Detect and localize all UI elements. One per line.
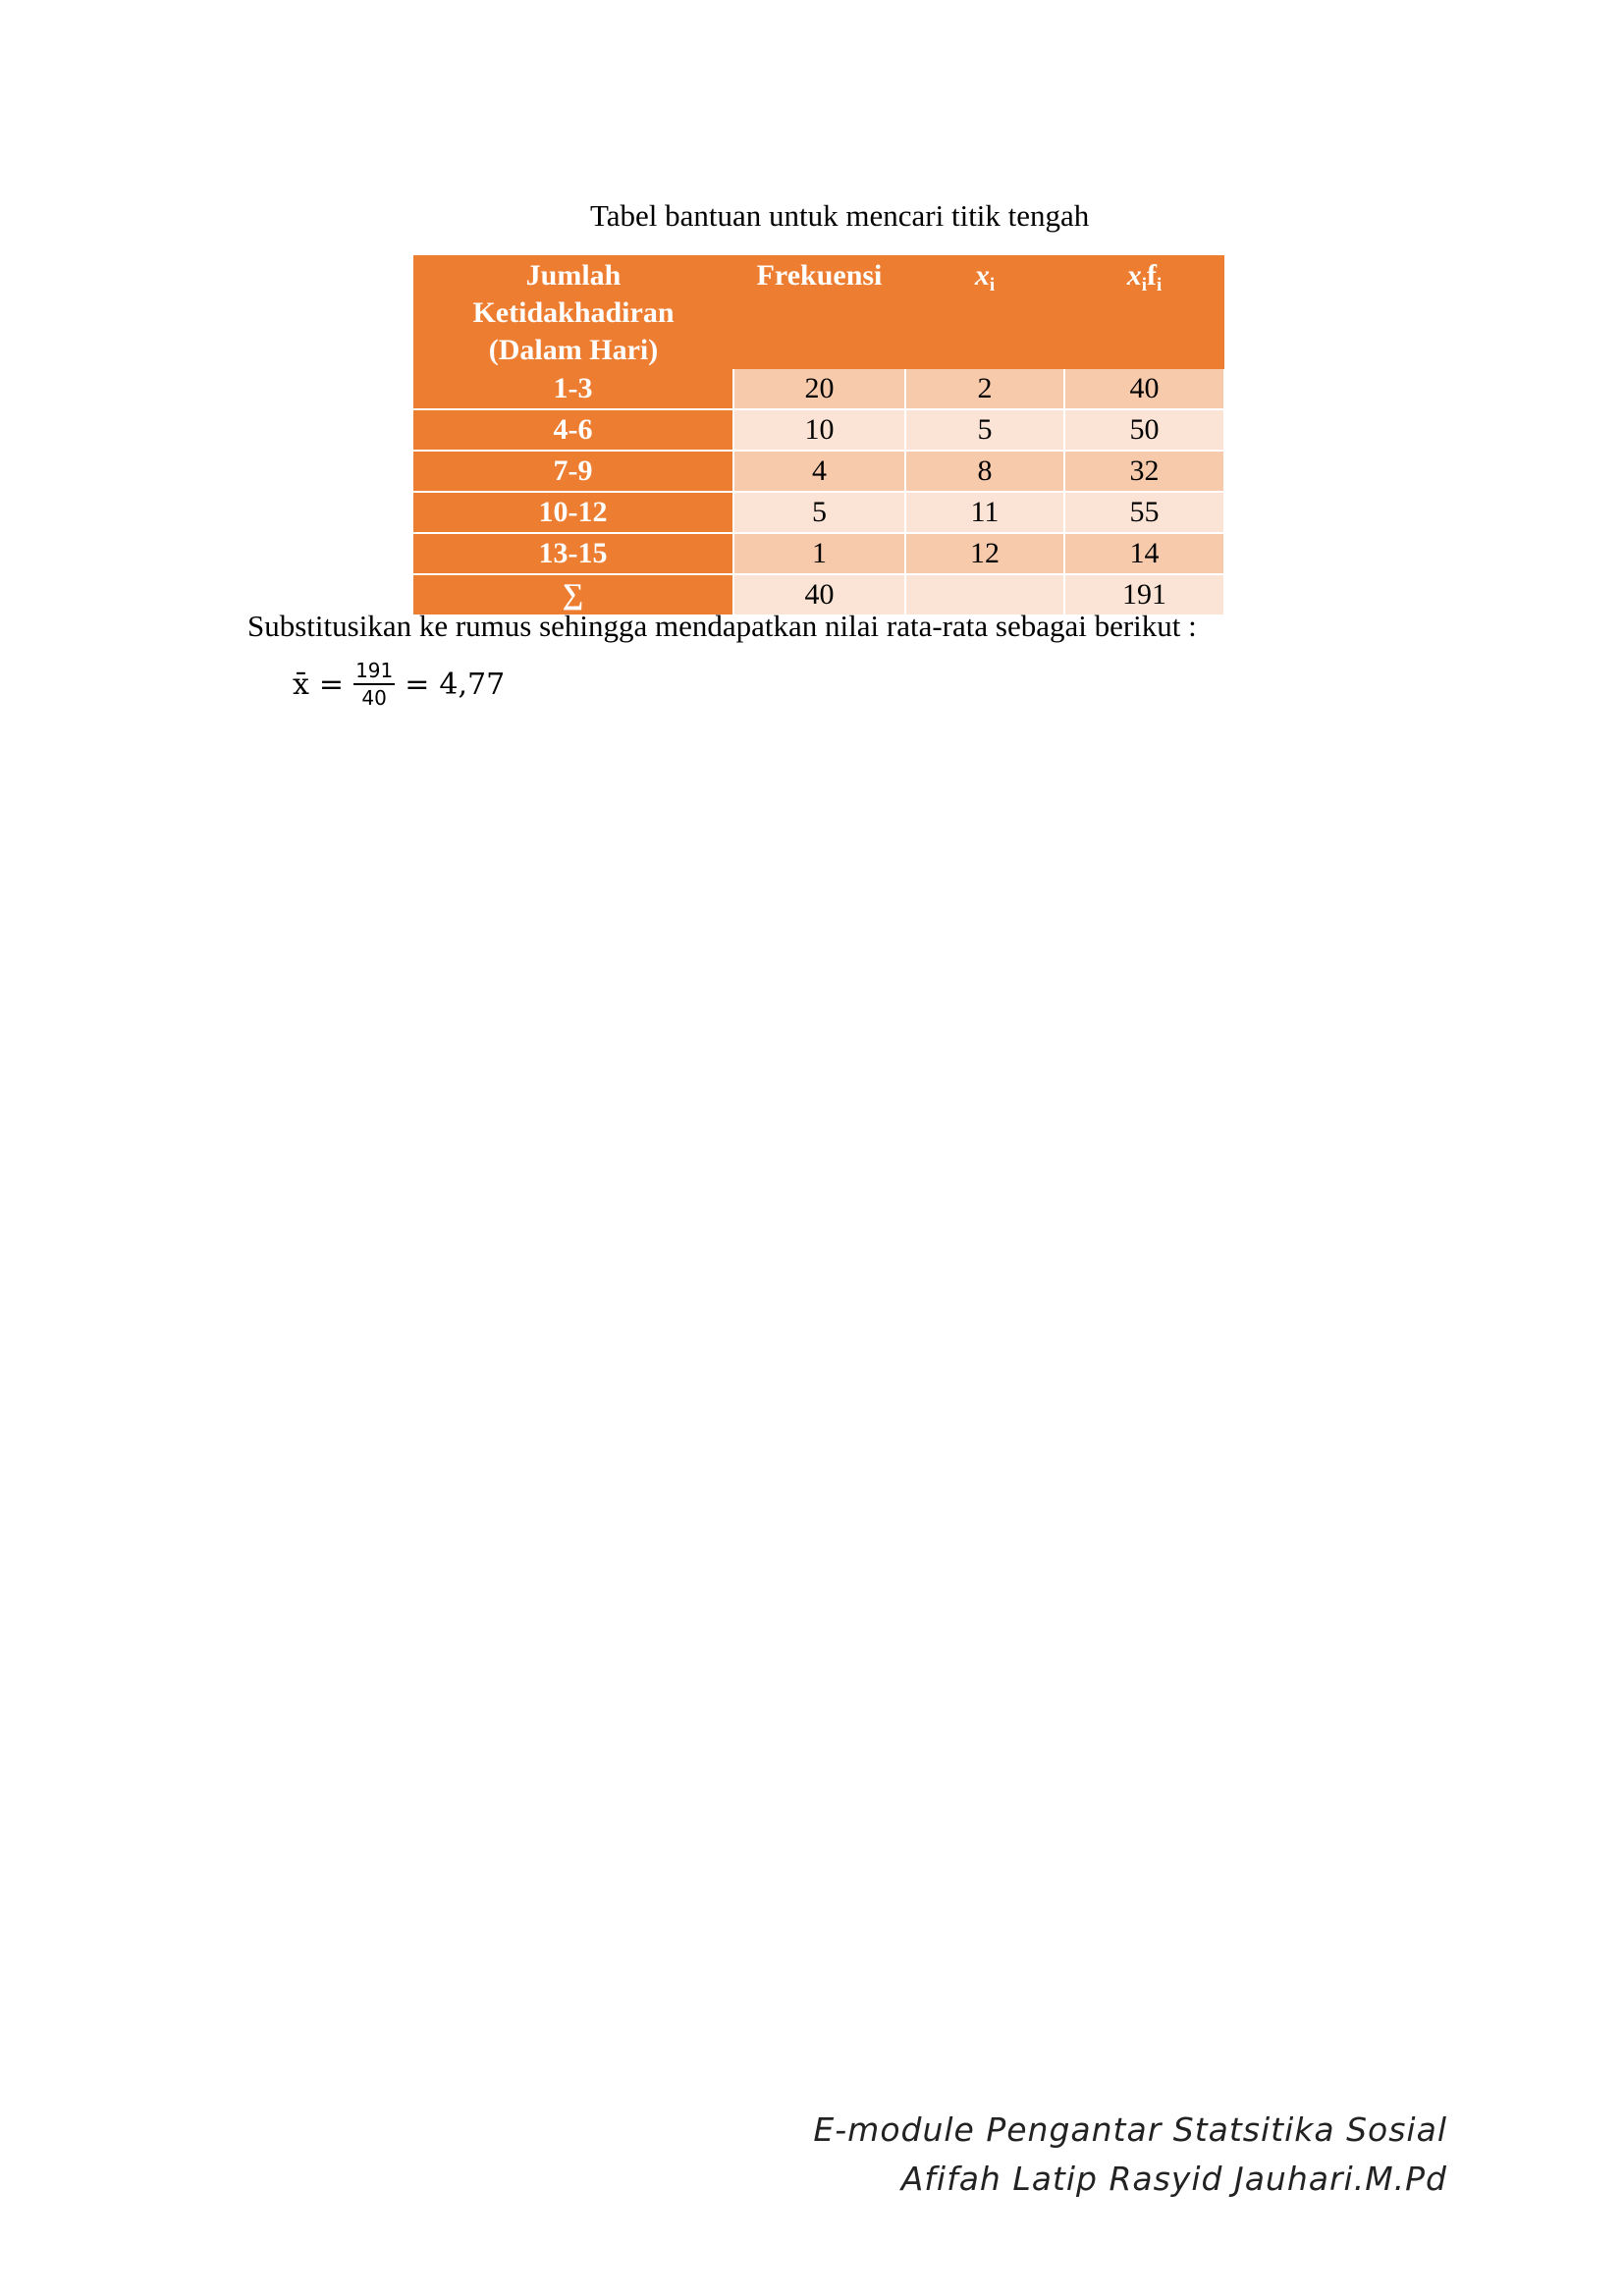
header-line: Jumlah	[525, 259, 622, 292]
header-frekuensi: Frekuensi	[733, 255, 905, 369]
cell-frekuensi: 4	[733, 451, 906, 493]
cell-xifi: 14	[1064, 533, 1225, 575]
table-row: 10-12 5 11 55	[413, 492, 1225, 534]
cell-total-xifi: 191	[1064, 574, 1225, 616]
header-xifi: xifi	[1064, 255, 1224, 369]
cell-frekuensi: 10	[733, 409, 906, 452]
header-jumlah-ketidakhadiran: Jumlah Ketidakhadiran (Dalam Hari)	[413, 255, 733, 369]
cell-frekuensi: 5	[733, 492, 906, 534]
table-header-row: Jumlah Ketidakhadiran (Dalam Hari) Freku…	[413, 255, 1224, 369]
table-total-row: ∑ 40 191	[413, 574, 1225, 616]
cell-xifi: 55	[1064, 492, 1225, 534]
cell-xifi: 50	[1064, 409, 1225, 452]
row-range: 7-9	[413, 451, 734, 493]
table-row: 7-9 4 8 32	[413, 451, 1225, 493]
header-line: Ketidakhadiran	[472, 296, 675, 329]
frequency-table: Jumlah Ketidakhadiran (Dalam Hari) Freku…	[413, 255, 1225, 616]
table-row: 13-15 1 12 14	[413, 533, 1225, 575]
table-caption: Tabel bantuan untuk mencari titik tengah	[412, 198, 1316, 234]
formula-result: 4,77	[439, 667, 506, 702]
row-range: 4-6	[413, 409, 734, 452]
cell-total-xi	[905, 574, 1065, 616]
row-range: 10-12	[413, 492, 734, 534]
formula-lhs: x̄	[293, 667, 309, 702]
cell-total-frekuensi: 40	[733, 574, 906, 616]
cell-xi: 11	[905, 492, 1065, 534]
cell-frekuensi: 20	[733, 369, 906, 410]
cell-xifi: 40	[1064, 369, 1225, 410]
formula-numerator: 191	[353, 660, 396, 685]
table-row: 4-6 10 5 50	[413, 409, 1225, 452]
mean-formula: x̄ = 191 40 = 4,77	[293, 660, 505, 709]
header-xi-sub: i	[989, 275, 996, 295]
formula-equals: =	[318, 667, 345, 702]
body-paragraph: Substitusikan ke rumus sehingga mendapat…	[247, 609, 1197, 643]
cell-xifi: 32	[1064, 451, 1225, 493]
row-range: 1-3	[413, 369, 734, 410]
cell-xi: 8	[905, 451, 1065, 493]
row-range: 13-15	[413, 533, 734, 575]
formula-equals: =	[405, 667, 430, 702]
header-xifi-base1: x	[1126, 259, 1142, 292]
header-xi-base: x	[974, 259, 990, 292]
row-sum-symbol: ∑	[413, 574, 734, 616]
footer-module-title: E-module Pengantar Statsitika Sosial	[813, 2110, 1447, 2149]
cell-xi: 5	[905, 409, 1065, 452]
caption-text: Tabel bantuan untuk mencari titik tengah	[590, 198, 1090, 233]
footer-author: Afifah Latip Rasyid Jauhari.M.Pd	[900, 2160, 1447, 2198]
table-row: 1-3 20 2 40	[413, 369, 1225, 410]
header-xifi-base2: f	[1147, 259, 1157, 292]
header-xi: xi	[905, 255, 1064, 369]
cell-frekuensi: 1	[733, 533, 906, 575]
header-xifi-sub2: i	[1157, 275, 1163, 295]
cell-xi: 2	[905, 369, 1065, 410]
cell-xi: 12	[905, 533, 1065, 575]
header-xifi-sub1: i	[1141, 275, 1147, 295]
formula-denominator: 40	[361, 686, 387, 710]
header-line: (Dalam Hari)	[488, 334, 659, 366]
formula-fraction: 191 40	[353, 660, 396, 710]
